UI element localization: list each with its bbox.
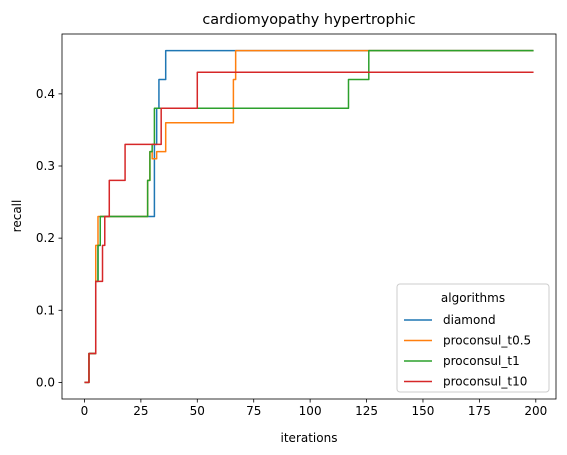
x-tick-label: 200 <box>524 404 547 418</box>
legend-label: proconsul_t1 <box>443 354 520 368</box>
y-axis: 0.0 0.1 0.2 0.3 0.4 <box>36 87 62 389</box>
legend-frame <box>396 283 550 393</box>
x-tick-label: 25 <box>133 404 148 418</box>
x-tick-label: 150 <box>412 404 435 418</box>
x-axis: 0 25 50 75 100 125 150 175 200 <box>81 399 547 418</box>
x-tick-label: 0 <box>81 404 89 418</box>
y-axis-label: recall <box>10 200 24 233</box>
y-tick-label: 0.0 <box>36 375 55 389</box>
plot-frame <box>61 33 557 400</box>
x-tick-label: 100 <box>299 404 322 418</box>
y-tick-label: 0.1 <box>36 303 55 317</box>
y-tick-label: 0.3 <box>36 159 55 173</box>
x-tick-label: 75 <box>246 404 261 418</box>
x-tick-label: 175 <box>468 404 491 418</box>
legend-items: diamond proconsul_t0.5 proconsul_t1procons… <box>404 313 531 389</box>
legend: algorithms diamond proconsul_t0.5 proconsu… <box>396 283 550 393</box>
y-tick-label: 0.4 <box>36 87 55 101</box>
series-layer <box>84 49 534 384</box>
legend-label: proconsul_t0.5 <box>443 334 531 348</box>
chart-title: cardiomyopathy hypertrophic <box>202 12 415 28</box>
x-axis-label: iterations <box>281 431 338 445</box>
legend-label: proconsul_t10 <box>443 375 527 389</box>
series-line-proconsul-t10 <box>84 71 534 384</box>
y-tick-label: 0.2 <box>36 231 55 245</box>
x-tick-label: 125 <box>355 404 378 418</box>
legend-label: diamond <box>443 313 496 327</box>
x-tick-label: 50 <box>190 404 205 418</box>
legend-title: algorithms <box>441 291 505 305</box>
